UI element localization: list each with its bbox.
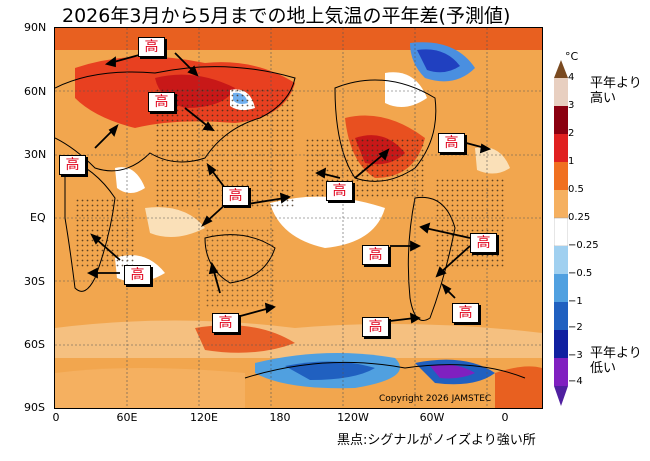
high-label-siberia: 高: [148, 92, 175, 112]
high-label-africa-north: 高: [59, 155, 86, 175]
map-title: 2026年3月から5月までの地上気温の平年差(予測値): [62, 5, 511, 27]
colorbar-tick-0-25: 0.25: [568, 212, 591, 223]
legend-below-line2: 低い: [590, 361, 617, 376]
colorbar-tick-4: 4: [568, 72, 575, 83]
lon-label-0: 0: [52, 411, 60, 424]
colorbar-tick-minus-0-25: −0.25: [568, 240, 599, 251]
legend-above-line2: 高い: [590, 91, 617, 106]
lat-label-60s: 60S: [24, 338, 45, 351]
high-label-north-atlantic: 高: [438, 133, 465, 153]
colorbar-tick-minus-4: −4: [568, 376, 583, 387]
legend-above-line1: 平年より: [590, 76, 642, 91]
colorbar-tick-minus-2: −2: [568, 322, 583, 333]
colorbar-tick-minus-1: −1: [568, 296, 583, 307]
colorbar-tick-minus-0-5: −0.5: [568, 268, 593, 279]
lat-label-90s: 90S: [24, 401, 45, 414]
colorbar-tick-minus-3: −3: [568, 350, 583, 361]
copyright-text: Copyright 2026 JAMSTEC: [379, 394, 492, 404]
high-label-south-america-east: 高: [470, 233, 497, 253]
lon-label-120w: 120W: [337, 411, 369, 424]
legend-below-line1: 平年より: [590, 346, 642, 361]
colorbar-tick-1: 1: [568, 156, 575, 167]
colorbar-unit: °C: [565, 50, 579, 63]
high-label-south-pacific: 高: [362, 317, 389, 337]
stipple-note: 黒点:シグナルがノイズより強い所: [337, 433, 536, 448]
temperature-anomaly-map: [54, 27, 543, 409]
colorbar-tick-2: 2: [568, 128, 575, 139]
high-label-south-america-west: 高: [362, 245, 389, 265]
lon-label-60w: 60W: [419, 411, 445, 424]
lat-label-eq: EQ: [30, 211, 46, 224]
lat-label-60n: 60N: [24, 85, 47, 98]
high-label-south-atlantic: 高: [452, 303, 479, 323]
lon-label-60e: 60E: [116, 411, 138, 424]
lon-label-0-right: 0: [501, 411, 509, 424]
lat-label-30n: 30N: [24, 148, 47, 161]
colorbar: [554, 60, 568, 406]
high-label-north-pacific: 高: [326, 181, 353, 201]
high-label-south-africa: 高: [124, 265, 151, 285]
legend-above-normal: 平年より 高い: [590, 76, 642, 106]
lon-label-120e: 120E: [190, 411, 218, 424]
lat-label-90n: 90N: [24, 21, 47, 34]
high-label-australia: 高: [212, 313, 239, 333]
high-label-europe: 高: [138, 37, 165, 57]
colorbar-tick-3: 3: [568, 100, 575, 111]
legend-below-normal: 平年より 低い: [590, 346, 642, 376]
lon-label-180: 180: [269, 411, 291, 424]
high-label-east-asia: 高: [222, 186, 249, 206]
lat-label-30s: 30S: [24, 275, 45, 288]
colorbar-tick-0-5: 0.5: [568, 184, 584, 195]
